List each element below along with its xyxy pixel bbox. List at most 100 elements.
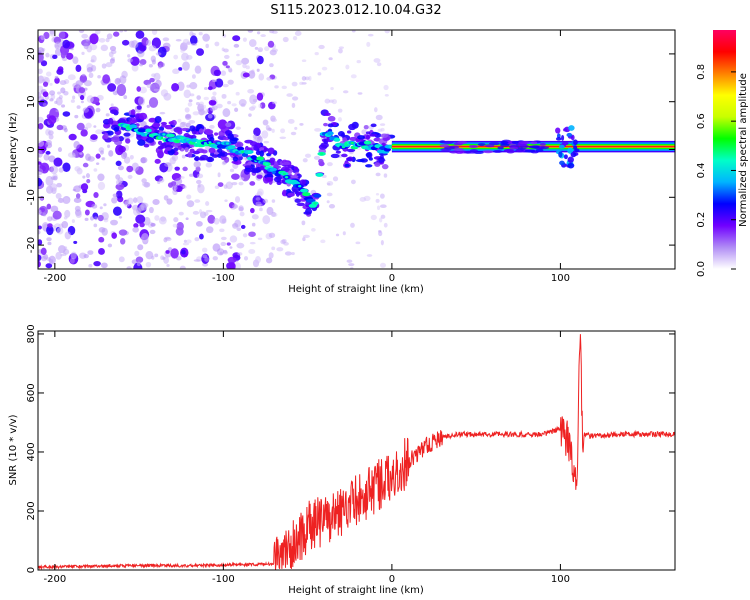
heatmap-noise-cell xyxy=(234,107,239,112)
heatmap-noise-cell xyxy=(195,102,200,106)
heatmap-noise-cell xyxy=(205,209,213,213)
heatmap-noise-cell xyxy=(247,88,255,94)
heatmap-noise-cell xyxy=(159,177,165,183)
heatmap-core-cell xyxy=(282,172,286,176)
heatmap-noise-cell xyxy=(196,48,205,56)
heatmap-ridge-cell xyxy=(355,159,365,163)
heatmap-noise-cell xyxy=(384,93,389,97)
heatmap-noise-cell xyxy=(318,44,325,50)
heatmap-ridge-cell xyxy=(154,116,162,124)
heatmap-noise-cell xyxy=(105,37,110,43)
heatmap-noise-cell xyxy=(73,240,78,244)
heatmap-noise-cell xyxy=(72,95,76,100)
heatmap-noise-cell xyxy=(74,166,81,172)
heatmap-ridge-cell xyxy=(183,132,190,138)
heatmap-noise-cell xyxy=(115,183,125,191)
heatmap-noise-cell xyxy=(71,219,75,224)
heatmap-noise-cell xyxy=(328,57,333,61)
heatmap-ridge-cell xyxy=(154,129,160,133)
heatmap-noise-cell xyxy=(269,63,274,68)
heatmap-ridge-cell xyxy=(381,164,389,170)
heatmap-noise-cell xyxy=(82,175,86,179)
heatmap-noise-cell xyxy=(338,46,344,49)
heatmap-noise-cell xyxy=(173,217,179,223)
heatmap-noise-cell xyxy=(85,173,91,179)
heatmap-noise-cell xyxy=(294,30,302,36)
heatmap-noise-cell xyxy=(205,43,209,49)
heatmap-band-cell xyxy=(511,140,519,144)
heatmap-noise-cell xyxy=(38,260,41,268)
colorbar-tick-label: 0.0 xyxy=(696,261,707,277)
heatmap-core-cell xyxy=(313,193,322,198)
heatmap-noise-cell xyxy=(138,44,147,52)
heatmap-noise-cell xyxy=(160,255,165,261)
heatmap-noise-cell xyxy=(276,247,284,252)
heatmap-noise-cell xyxy=(359,196,367,202)
heatmap-noise-cell xyxy=(376,62,382,67)
heatmap-noise-cell xyxy=(124,200,130,207)
heatmap-ridge-cell xyxy=(129,114,136,118)
heatmap-noise-cell xyxy=(271,48,279,53)
heatmap-noise-cell xyxy=(38,78,43,84)
heatmap-noise-cell xyxy=(265,257,273,264)
heatmap-noise-cell xyxy=(93,168,98,172)
heatmap-noise-cell xyxy=(189,82,198,90)
heatmap-noise-cell xyxy=(383,173,388,178)
heatmap-noise-cell xyxy=(282,36,289,43)
heatmap-noise-cell xyxy=(108,51,114,58)
heatmap-noise-cell xyxy=(52,175,58,181)
heatmap-core-cell xyxy=(327,131,334,136)
heatmap-noise-cell xyxy=(52,210,62,220)
heatmap-ridge-cell xyxy=(113,126,120,132)
heatmap-noise-cell xyxy=(240,224,246,230)
heatmap-noise-cell xyxy=(214,185,220,190)
spectrogram-x-axis-label: Height of straight line (km) xyxy=(288,284,424,295)
snr-series-line xyxy=(38,334,675,570)
heatmap-noise-cell xyxy=(196,95,201,100)
heatmap-noise-cell xyxy=(158,65,162,69)
heatmap-band-cell xyxy=(485,144,495,148)
heatmap-noise-cell xyxy=(100,44,109,52)
heatmap-noise-cell xyxy=(115,144,124,156)
heatmap-noise-cell xyxy=(314,127,322,132)
heatmap-noise-cell xyxy=(249,241,256,245)
heatmap-ridge-cell xyxy=(129,117,137,124)
heatmap-noise-cell xyxy=(335,233,340,237)
heatmap-noise-cell xyxy=(235,126,241,130)
snr-x-tick-label: -200 xyxy=(44,574,67,585)
heatmap-noise-cell xyxy=(226,242,231,246)
heatmap-core-cell xyxy=(313,202,317,205)
heatmap-noise-cell xyxy=(302,237,306,242)
heatmap-core-cell xyxy=(218,144,228,149)
heatmap-noise-cell xyxy=(231,181,238,186)
heatmap-noise-cell xyxy=(189,173,194,177)
heatmap-noise-cell xyxy=(119,75,127,85)
heatmap-noise-cell xyxy=(321,174,327,179)
heatmap-noise-cell xyxy=(49,30,56,37)
heatmap-noise-cell xyxy=(136,207,142,214)
heatmap-noise-cell xyxy=(236,53,240,57)
heatmap-noise-cell xyxy=(56,227,64,235)
heatmap-noise-cell xyxy=(140,236,145,240)
heatmap-noise-cell xyxy=(199,233,204,240)
heatmap-noise-cell xyxy=(134,250,140,257)
heatmap-ridge-cell xyxy=(137,139,146,146)
heatmap-noise-cell xyxy=(62,39,71,49)
spectrogram-x-tick-label: 100 xyxy=(551,273,570,284)
heatmap-ridge-cell xyxy=(357,135,366,140)
heatmap-noise-cell xyxy=(101,227,108,236)
heatmap-noise-cell xyxy=(166,198,173,205)
heatmap-noise-cell xyxy=(284,251,292,256)
heatmap-ridge-cell xyxy=(177,129,183,135)
heatmap-noise-cell xyxy=(177,81,185,92)
heatmap-noise-cell xyxy=(170,248,179,259)
heatmap-noise-cell xyxy=(280,239,286,245)
heatmap-band-cell xyxy=(555,127,561,134)
heatmap-noise-cell xyxy=(88,263,93,268)
heatmap-noise-cell xyxy=(361,129,367,135)
heatmap-noise-cell xyxy=(114,78,121,85)
heatmap-band-cell xyxy=(497,146,504,150)
heatmap-ridge-cell xyxy=(337,131,345,137)
heatmap-noise-cell xyxy=(152,199,160,206)
heatmap-ridge-cell xyxy=(347,130,352,134)
